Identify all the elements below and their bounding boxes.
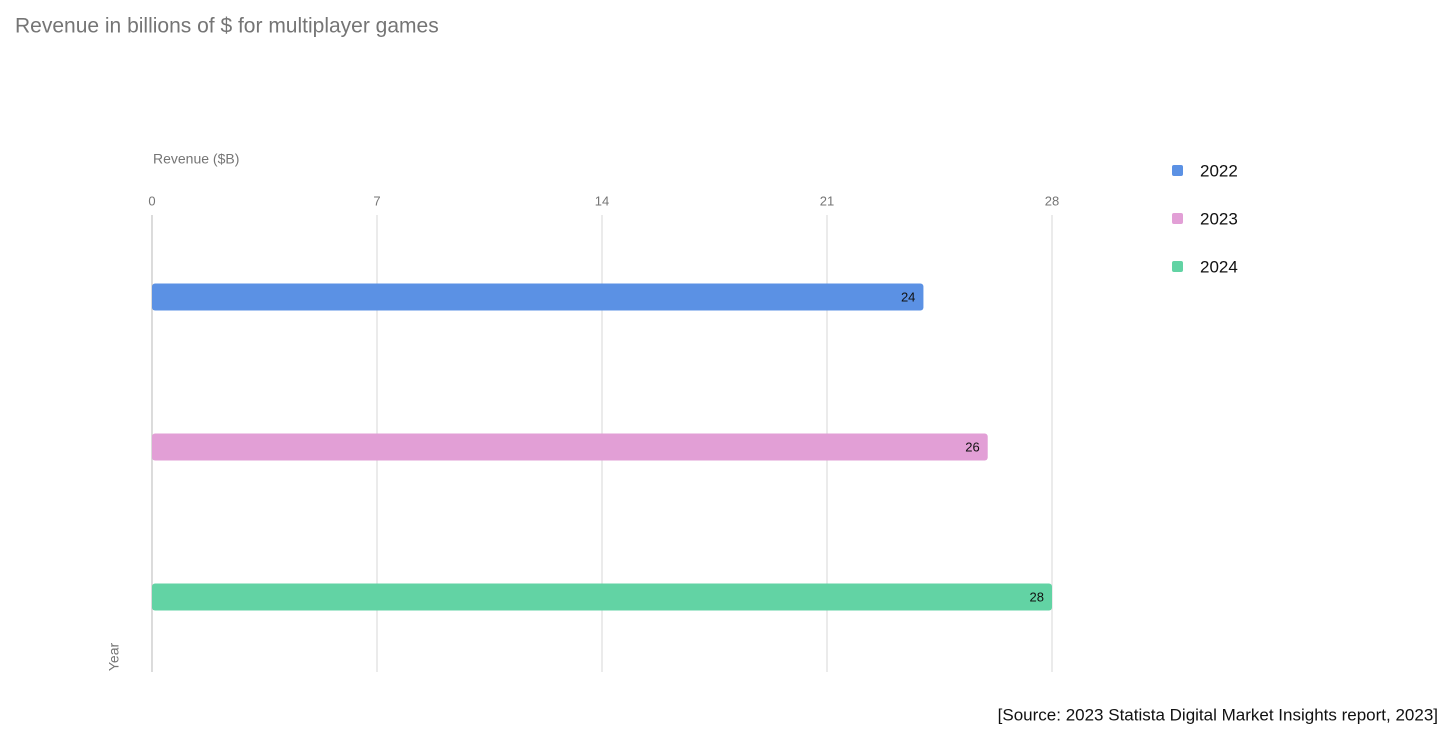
legend-label: 2022: [1200, 161, 1238, 180]
x-tick-label: 0: [148, 193, 155, 208]
x-tick-label: 21: [820, 193, 834, 208]
bar: [152, 583, 1052, 611]
y-axis-label: Year: [106, 643, 122, 672]
data-label: 28: [1030, 589, 1044, 604]
chart-title: Revenue in billions of $ for multiplayer…: [15, 15, 439, 38]
x-tick-label: 14: [595, 193, 609, 208]
legend-swatch: [1172, 261, 1183, 272]
x-tick-label: 28: [1045, 193, 1059, 208]
source-note: [Source: 2023 Statista Digital Market In…: [998, 705, 1438, 724]
legend-label: 2024: [1200, 257, 1238, 276]
data-label: 26: [965, 439, 979, 454]
bar: [152, 433, 988, 461]
legend-label: 2023: [1200, 209, 1238, 228]
x-tick-label: 7: [373, 193, 380, 208]
legend-swatch: [1172, 213, 1183, 224]
data-label: 24: [901, 289, 915, 304]
x-axis-label: Revenue ($B): [153, 151, 239, 167]
bar: [152, 283, 924, 311]
legend-swatch: [1172, 165, 1183, 176]
